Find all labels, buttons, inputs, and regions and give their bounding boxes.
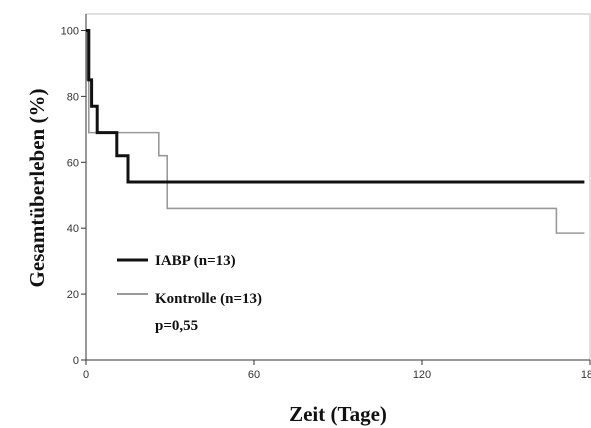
p-value-annotation: p=0,55 <box>155 318 198 334</box>
x-tick-label: 120 <box>413 369 431 381</box>
y-axis-title: Gesamtüberleben (%) <box>25 89 49 288</box>
y-tick-label: 20 <box>67 289 79 301</box>
legend-label-iabp: IABP (n=13) <box>155 253 236 269</box>
x-axis-title: Zeit (Tage) <box>289 402 387 426</box>
x-tick-label: 180 <box>581 369 591 381</box>
axis-ticks: 0 60 120 180 0 20 40 60 80 100 <box>61 25 591 381</box>
series-line-kontrolle <box>86 29 585 234</box>
y-tick-label: 0 <box>73 355 79 367</box>
plot-frame <box>85 13 591 361</box>
y-tick-label: 40 <box>67 223 79 235</box>
legend-label-kontrolle: Kontrolle (n=13) <box>155 291 262 307</box>
y-tick-label: 80 <box>67 91 79 103</box>
y-tick-label: 60 <box>67 157 79 169</box>
series-line-iabp <box>86 28 585 184</box>
x-tick-label: 60 <box>248 369 260 381</box>
y-tick-label: 100 <box>61 25 79 37</box>
legend: IABP (n=13) Kontrolle (n=13) p=0,55 <box>117 253 262 334</box>
x-tick-label: 0 <box>83 369 89 381</box>
series-layer <box>86 28 585 234</box>
